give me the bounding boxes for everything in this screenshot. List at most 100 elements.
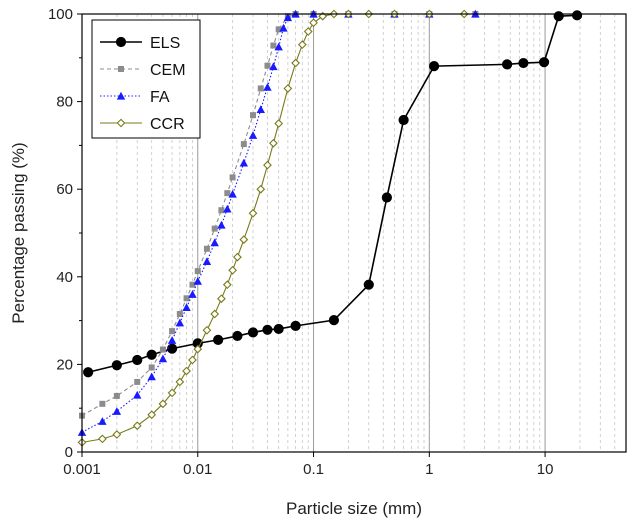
data-point-fa — [98, 417, 107, 425]
data-point-fa — [283, 13, 293, 22]
data-point-fa — [228, 189, 237, 198]
data-point-els — [132, 354, 143, 366]
data-point-cem — [113, 392, 120, 399]
data-point-fa — [167, 336, 177, 344]
legend-label: FA — [150, 89, 170, 106]
data-point-ccr — [217, 294, 226, 304]
data-point-fa — [202, 257, 212, 266]
data-point-fa — [133, 390, 142, 399]
legend: ELS CEM FA CCR — [91, 19, 201, 139]
data-point-fa — [193, 276, 202, 285]
data-point-ccr — [182, 366, 191, 376]
legend-item-ccr: CCR — [100, 116, 185, 133]
y-tick-label: 100 — [48, 6, 73, 23]
data-point-fa — [217, 220, 226, 229]
data-point-els — [502, 59, 513, 70]
data-point-cem — [134, 378, 141, 385]
data-point-els — [398, 114, 409, 126]
data-point-els — [538, 57, 550, 68]
data-point-fa — [279, 23, 288, 32]
legend-item-els: ELS — [100, 35, 180, 52]
data-point-els — [166, 343, 178, 354]
data-point-fa — [147, 372, 156, 381]
data-point-els — [363, 279, 374, 290]
data-point-els — [328, 315, 340, 326]
data-point-ccr — [147, 410, 157, 420]
y-tick-label: 20 — [56, 356, 73, 373]
data-point-ccr — [222, 280, 232, 290]
x-tick-label: 0.001 — [63, 461, 101, 478]
y-tick-label: 80 — [56, 94, 73, 111]
data-point-ccr — [132, 421, 142, 431]
data-point-ccr — [98, 434, 107, 444]
data-point-fa — [158, 354, 168, 363]
data-point-ccr — [269, 138, 278, 148]
data-point-els — [213, 334, 224, 345]
data-point-ccr — [112, 430, 122, 439]
data-point-cem — [194, 268, 201, 275]
data-point-fa — [239, 158, 249, 167]
data-point-ccr — [167, 388, 177, 398]
data-point-ccr — [309, 18, 318, 28]
legend-marker — [115, 36, 127, 48]
data-point-ccr — [283, 84, 293, 93]
data-point-cem — [224, 190, 231, 197]
data-point-els — [553, 11, 564, 22]
data-point-fa — [188, 290, 197, 298]
data-point-ccr — [233, 252, 242, 262]
legend-label: CCR — [150, 116, 185, 133]
data-point-ccr — [188, 355, 197, 365]
data-point-cem — [270, 42, 277, 49]
data-point-els — [290, 320, 301, 331]
data-point-fa — [223, 204, 232, 213]
data-point-ccr — [228, 265, 237, 275]
data-point-cem — [250, 112, 257, 119]
data-point-ccr — [297, 40, 307, 50]
data-point-cem — [169, 328, 176, 335]
data-point-fa — [263, 82, 272, 91]
data-point-cem — [211, 225, 218, 232]
data-point-els — [571, 10, 583, 21]
legend-marker — [116, 118, 126, 128]
data-point-ccr — [193, 344, 203, 354]
y-axis-title: Percentage passing (%) — [9, 142, 28, 323]
data-point-fa — [112, 407, 122, 415]
data-point-els — [146, 349, 157, 360]
data-point-fa — [269, 62, 278, 71]
data-point-cem — [99, 400, 106, 407]
data-point-fa — [248, 131, 258, 139]
data-point-ccr — [303, 27, 313, 36]
data-point-els — [518, 57, 529, 69]
data-point-ccr — [239, 235, 249, 244]
legend-label: ELS — [150, 35, 180, 52]
x-tick-label: 1 — [425, 461, 433, 478]
y-tick-label: 0 — [65, 444, 73, 461]
data-point-els — [262, 324, 273, 335]
x-tick-label: 10 — [537, 461, 554, 478]
data-point-cem — [240, 141, 247, 148]
data-point-els — [273, 323, 284, 335]
data-point-cem — [148, 364, 155, 371]
legend-marker — [116, 91, 126, 100]
data-point-els — [111, 360, 122, 371]
x-tick-label: 0.01 — [183, 461, 212, 478]
data-point-cem — [257, 85, 264, 92]
data-point-ccr — [175, 377, 185, 387]
data-point-cem — [218, 207, 225, 214]
data-point-ccr — [158, 399, 168, 409]
x-tick-label: 0.1 — [303, 461, 324, 478]
data-point-fa — [274, 42, 283, 51]
y-tick-label: 40 — [56, 269, 73, 286]
data-point-cem — [229, 174, 236, 181]
x-axis-title: Particle size (mm) — [286, 499, 422, 518]
data-point-ccr — [202, 325, 212, 335]
legend-item-cem: CEM — [100, 62, 186, 79]
data-point-fa — [256, 105, 265, 114]
data-point-els — [247, 327, 259, 338]
legend-box — [91, 19, 201, 139]
data-point-els — [83, 367, 94, 378]
data-point-els — [232, 330, 243, 342]
data-point-cem — [275, 26, 282, 33]
data-point-ccr — [256, 184, 266, 194]
data-point-fa — [210, 238, 219, 247]
